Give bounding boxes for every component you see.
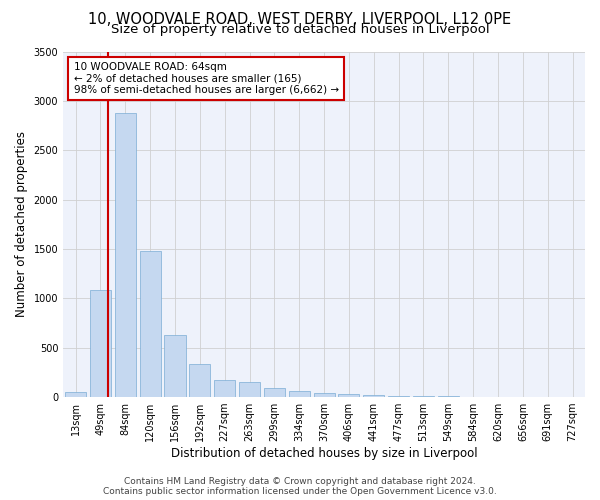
- Y-axis label: Number of detached properties: Number of detached properties: [15, 132, 28, 318]
- Bar: [338, 394, 359, 397]
- Text: Contains HM Land Registry data © Crown copyright and database right 2024.
Contai: Contains HM Land Registry data © Crown c…: [103, 476, 497, 496]
- Bar: [363, 395, 385, 397]
- Bar: [438, 396, 459, 397]
- Bar: [90, 290, 111, 397]
- Bar: [164, 335, 185, 397]
- Bar: [239, 382, 260, 397]
- Bar: [314, 392, 335, 397]
- Bar: [388, 396, 409, 397]
- Bar: [140, 251, 161, 397]
- Bar: [264, 388, 285, 397]
- Bar: [65, 392, 86, 397]
- Bar: [413, 396, 434, 397]
- Bar: [189, 364, 211, 397]
- X-axis label: Distribution of detached houses by size in Liverpool: Distribution of detached houses by size …: [171, 447, 478, 460]
- Text: 10, WOODVALE ROAD, WEST DERBY, LIVERPOOL, L12 0PE: 10, WOODVALE ROAD, WEST DERBY, LIVERPOOL…: [88, 12, 512, 28]
- Bar: [214, 380, 235, 397]
- Bar: [289, 390, 310, 397]
- Text: 10 WOODVALE ROAD: 64sqm
← 2% of detached houses are smaller (165)
98% of semi-de: 10 WOODVALE ROAD: 64sqm ← 2% of detached…: [74, 62, 339, 95]
- Bar: [115, 112, 136, 397]
- Text: Size of property relative to detached houses in Liverpool: Size of property relative to detached ho…: [110, 22, 490, 36]
